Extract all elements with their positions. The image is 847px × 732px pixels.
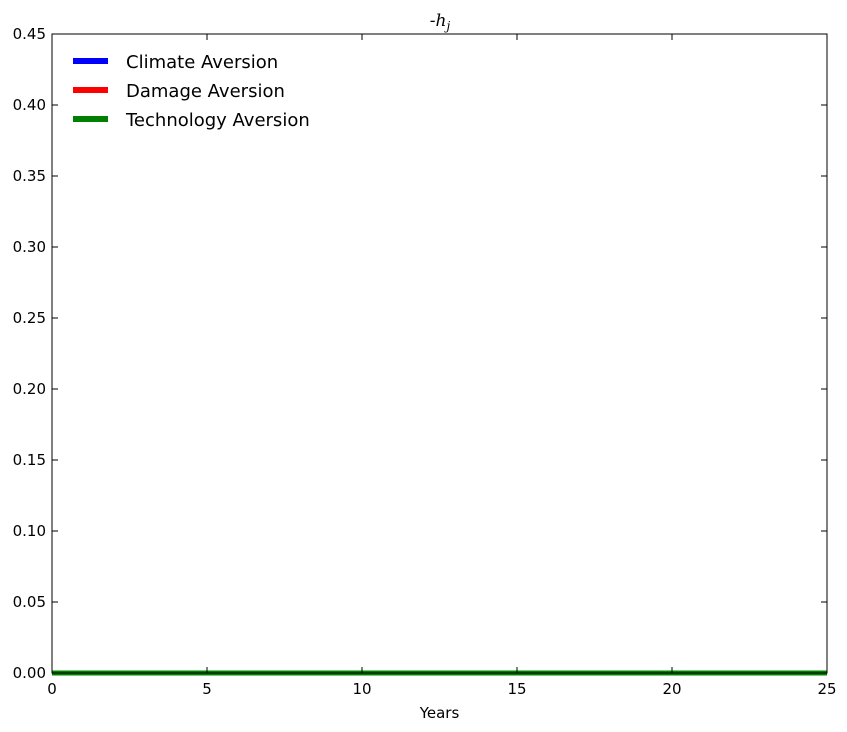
y-tick-label: 0.25: [13, 309, 46, 327]
y-tick-label: 0.45: [13, 25, 46, 43]
x-tick-label: 0: [47, 680, 57, 698]
chart-title: -hj: [430, 11, 451, 33]
x-tick-label: 25: [817, 680, 836, 698]
title-symbol: h: [436, 11, 447, 31]
legend: Climate Aversion Damage Aversion Technolog…: [73, 52, 310, 131]
title-subscript: j: [443, 19, 450, 33]
y-tick-label: 0.35: [13, 167, 46, 185]
y-tick-label: 0.10: [13, 522, 46, 540]
title-prefix: -: [430, 11, 436, 31]
y-tick-label: 0.15: [13, 451, 46, 469]
y-tick-label: 0.20: [13, 380, 46, 398]
legend-label-climate-aversion: Climate Aversion: [126, 52, 278, 73]
svg-text:-hj: -hj: [430, 11, 451, 33]
y-tick-label: 0.30: [13, 238, 46, 256]
y-tick-label: 0.05: [13, 593, 46, 611]
x-tick-label: 10: [352, 680, 371, 698]
legend-label-technology-aversion: Technology Aversion: [125, 110, 310, 131]
x-tick-label: 15: [507, 680, 526, 698]
x-tick-label: 20: [662, 680, 681, 698]
x-axis-label: Years: [419, 704, 460, 722]
plot-area: [51, 33, 828, 674]
x-tick-label: 5: [202, 680, 212, 698]
y-tick-label: 0.40: [13, 96, 46, 114]
legend-label-damage-aversion: Damage Aversion: [126, 81, 285, 102]
y-tick-label: 0.00: [13, 664, 46, 682]
axis-ticks: 0 5 10 15 20 25 0.00 0.05 0.10 0.15 0.20 0.25 0.30 0.…: [13, 25, 837, 698]
